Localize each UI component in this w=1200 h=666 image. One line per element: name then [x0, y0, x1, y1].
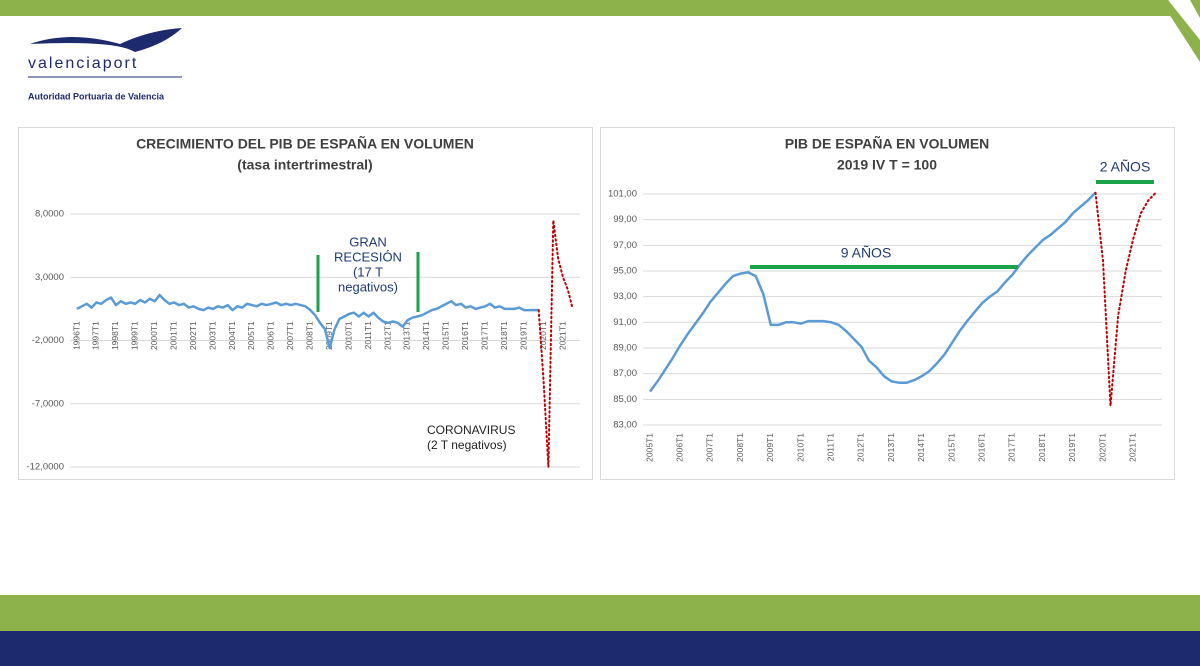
annotation: RECESIÓN	[334, 249, 402, 264]
x-tick-label: 2011T1	[825, 433, 835, 461]
x-tick-label: 2007T1	[285, 321, 295, 350]
y-tick-label: 99,00	[613, 214, 637, 225]
top-band	[0, 0, 1200, 16]
y-tick-label: 85,00	[613, 394, 637, 405]
series-line	[1094, 191, 1157, 407]
x-tick-label: 1996T1	[71, 321, 81, 350]
y-tick-label: 97,00	[613, 240, 637, 251]
chart-title: PIB DE ESPAÑA EN VOLUMEN	[785, 135, 990, 152]
chart-title: CRECIMIENTO DEL PIB DE ESPAÑA EN VOLUMEN	[136, 135, 474, 152]
x-tick-label: 2008T1	[305, 321, 315, 350]
x-tick-label: 2010T1	[343, 321, 353, 350]
y-tick-label: -12,0000	[26, 462, 64, 473]
x-tick-label: 2010T1	[795, 433, 805, 462]
x-tick-label: 2001T1	[168, 321, 178, 350]
x-tick-label: 2006T1	[266, 321, 276, 350]
x-tick-label: 2011T1	[363, 321, 373, 349]
corner-cut	[1168, 0, 1200, 40]
x-tick-label: 2006T1	[674, 433, 684, 462]
x-tick-label: 2016T1	[976, 433, 986, 462]
x-tick-label: 2019T1	[518, 321, 528, 350]
x-tick-label: 2015T1	[441, 321, 451, 350]
footer-band	[0, 631, 1200, 666]
x-tick-label: 2014T1	[421, 321, 431, 350]
chart-subtitle: 2019 IV T = 100	[837, 157, 937, 173]
x-tick-label: 1998T1	[110, 321, 120, 350]
x-tick-label: 2017T1	[1007, 433, 1017, 462]
x-tick-label: 2012T1	[382, 321, 392, 350]
y-tick-label: 101,00	[608, 189, 637, 200]
annotation: (2 T negativos)	[427, 438, 507, 452]
x-tick-label: 1999T1	[130, 321, 140, 350]
bottom-band	[0, 595, 1200, 631]
x-tick-label: 2003T1	[207, 321, 217, 350]
x-tick-label: 2020T1	[1097, 433, 1107, 462]
x-tick-label: 2014T1	[916, 433, 926, 462]
y-tick-label: 87,00	[613, 368, 637, 379]
x-tick-label: 2005T1	[644, 433, 654, 462]
x-tick-label: 2016T1	[460, 321, 470, 350]
y-tick-label: 3,0000	[35, 272, 64, 283]
logo-wing	[30, 28, 182, 52]
x-tick-label: 2020T1	[538, 321, 548, 350]
x-tick-label: 1997T1	[91, 321, 101, 350]
annotation: 9 AÑOS	[841, 245, 892, 261]
x-tick-label: 2021T1	[1127, 433, 1137, 462]
chart-subtitle: (tasa intertrimestral)	[237, 157, 372, 173]
logo-subtitle: Autoridad Portuaria de Valencia	[28, 91, 165, 101]
x-tick-label: 2009T1	[765, 433, 775, 462]
x-tick-label: 2002T1	[188, 321, 198, 350]
x-tick-label: 2013T1	[886, 433, 896, 462]
x-tick-label: 2004T1	[227, 321, 237, 350]
x-tick-label: 2008T1	[735, 433, 745, 462]
y-tick-label: -2,0000	[32, 335, 64, 346]
series-line	[76, 293, 539, 350]
y-tick-label: 93,00	[613, 291, 637, 302]
x-tick-label: 2013T1	[402, 321, 412, 350]
annotation: CORONAVIRUS	[427, 423, 515, 437]
annotation: 2 AÑOS	[1100, 159, 1151, 175]
x-tick-label: 2019T1	[1067, 433, 1077, 462]
y-tick-label: 95,00	[613, 266, 637, 277]
y-tick-label: 83,00	[613, 420, 637, 431]
y-tick-label: -7,0000	[32, 398, 64, 409]
y-tick-label: 91,00	[613, 317, 637, 328]
series-line	[648, 191, 1097, 393]
logo-name: valenciaport	[28, 55, 138, 72]
annotation: negativos)	[338, 279, 398, 294]
chart-panel	[600, 127, 1175, 480]
x-tick-label: 2005T1	[246, 321, 256, 350]
x-tick-label: 2015T1	[946, 433, 956, 462]
x-tick-label: 2017T1	[479, 321, 489, 350]
x-tick-label: 2018T1	[499, 321, 509, 350]
y-tick-label: 8,0000	[35, 209, 64, 220]
x-tick-label: 2009T1	[324, 321, 334, 350]
x-tick-label: 2012T1	[856, 433, 866, 462]
x-tick-label: 2007T1	[705, 433, 715, 462]
annotation: (17 T	[353, 264, 383, 279]
x-tick-label: 2018T1	[1037, 433, 1047, 462]
x-tick-label: 2000T1	[149, 321, 159, 350]
x-tick-label: 2021T1	[557, 321, 567, 350]
series-line	[537, 219, 574, 468]
annotation: GRAN	[349, 234, 387, 249]
y-tick-label: 89,00	[613, 343, 637, 354]
